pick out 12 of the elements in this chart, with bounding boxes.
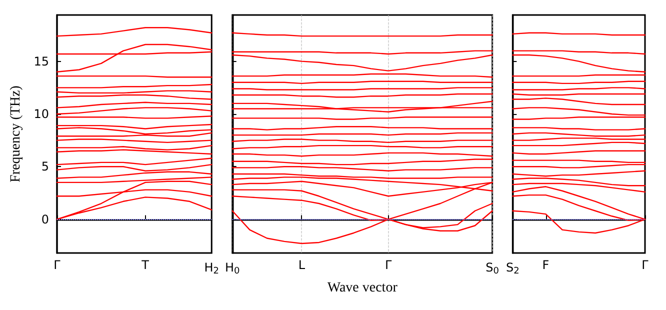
x-tick-label: T bbox=[140, 258, 150, 272]
x-tick-label: Γ bbox=[54, 258, 61, 272]
x-tick-label: L bbox=[298, 258, 306, 272]
y-tick-label: 0 bbox=[41, 212, 49, 226]
y-tick-label: 15 bbox=[34, 54, 49, 68]
y-axis-title: Frequency (THz) bbox=[8, 85, 24, 182]
x-tick-label: Γ bbox=[642, 258, 649, 272]
x-tick-label: F bbox=[542, 258, 550, 272]
x-axis-title: Wave vector bbox=[327, 280, 398, 296]
x-tick-label: Γ bbox=[385, 258, 392, 272]
y-tick-label: 5 bbox=[41, 160, 49, 174]
y-tick-label: 10 bbox=[34, 106, 49, 121]
